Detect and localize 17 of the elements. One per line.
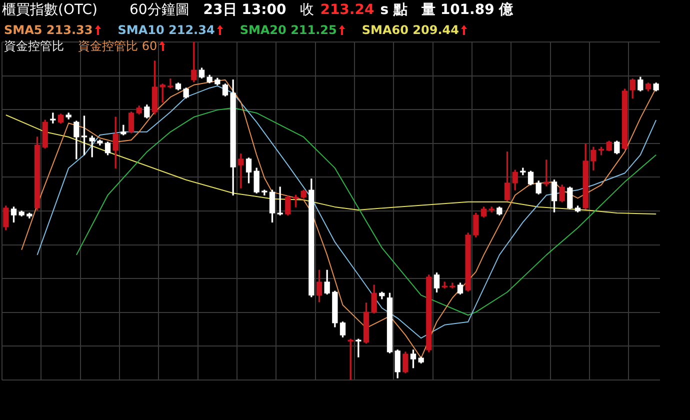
- text: 213.24: [320, 2, 374, 18]
- text: 量 101.89 億: [421, 1, 514, 19]
- annotation: 資金控管比 60: [78, 38, 158, 54]
- text: s 點: [380, 1, 408, 19]
- chart-title: 櫃買指數(OTC): [2, 1, 98, 19]
- text: 209.44: [412, 23, 459, 37]
- text: 212.34: [168, 23, 215, 37]
- text: SMA5: [4, 23, 42, 37]
- annotation: 資金控管比: [4, 38, 64, 54]
- chart-subtitle: 60分鐘圖: [129, 1, 190, 19]
- text: 23日 13:00: [203, 1, 286, 19]
- text: SMA60: [362, 23, 408, 37]
- text: 213.33: [46, 23, 93, 37]
- text: SMA20: [240, 23, 286, 37]
- text: 211.25: [290, 23, 337, 37]
- text: SMA10: [118, 23, 164, 37]
- text: 收: [300, 1, 314, 19]
